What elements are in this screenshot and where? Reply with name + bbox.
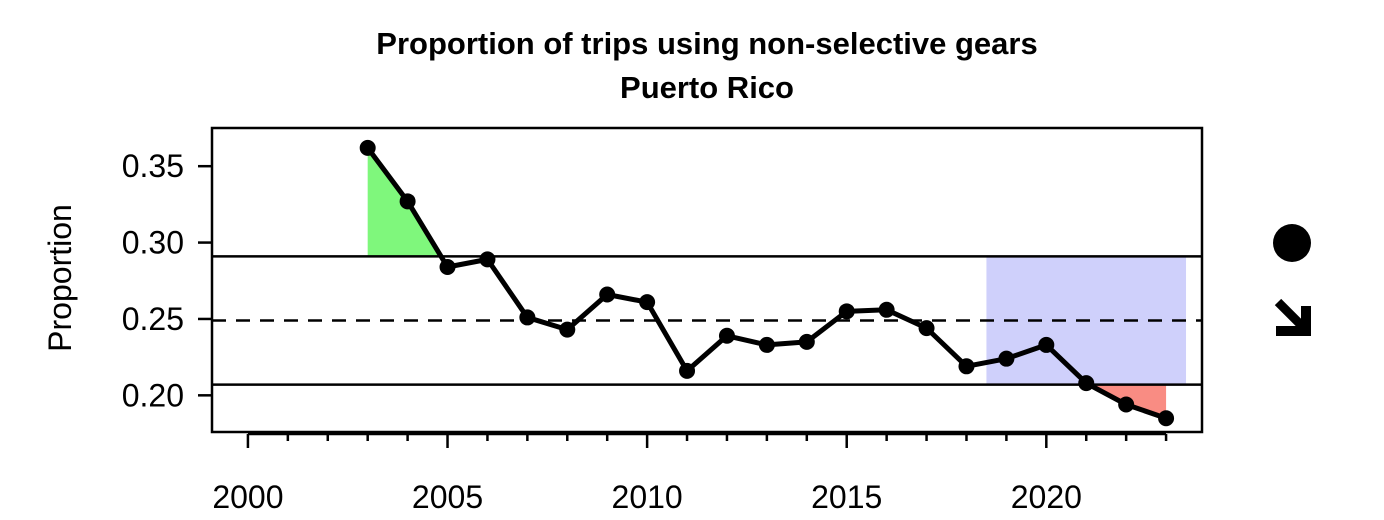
y-axis-label: Proportion <box>42 204 78 352</box>
data-point <box>559 321 576 338</box>
axes-layer: 2000 2005 2010 2015 2020 0.20 0.25 0.30 0.35 <box>122 148 1168 515</box>
x-tick-label: 2020 <box>1011 479 1082 515</box>
data-point <box>718 327 735 344</box>
y-tick-label: 0.25 <box>122 301 184 337</box>
chart-subtitle: Puerto Rico <box>620 70 794 105</box>
reference-lines-layer <box>212 255 1202 386</box>
data-point <box>1038 336 1055 353</box>
x-tick-label: 2015 <box>811 479 882 515</box>
data-point <box>679 362 696 379</box>
data-point <box>479 251 496 268</box>
x-tick-label: 2010 <box>612 479 683 515</box>
series-layer <box>359 139 1175 427</box>
data-point <box>519 309 536 326</box>
data-point <box>1118 396 1135 413</box>
plot-frame <box>210 126 1204 434</box>
data-point <box>838 303 855 320</box>
y-tick-label: 0.20 <box>122 377 184 413</box>
data-point <box>399 193 416 210</box>
data-point <box>998 350 1015 367</box>
data-point <box>1158 410 1175 427</box>
arrow-down-right-icon <box>1274 298 1311 336</box>
data-point <box>639 294 656 311</box>
arrow-head <box>1276 306 1311 336</box>
trend-indicators <box>1273 224 1311 336</box>
data-point <box>359 139 376 156</box>
x-tick-label: 2005 <box>412 479 483 515</box>
x-tick-label: 2000 <box>212 479 283 515</box>
data-point <box>958 358 975 375</box>
data-point <box>878 301 895 318</box>
circle-icon <box>1273 224 1311 262</box>
chart-title: Proportion of trips using non-selective … <box>376 26 1038 61</box>
data-point <box>798 333 815 350</box>
data-point <box>1078 375 1095 392</box>
y-tick-label: 0.35 <box>122 148 184 184</box>
data-point <box>918 320 935 337</box>
data-point <box>599 286 616 303</box>
data-point <box>439 259 456 276</box>
data-point <box>758 336 775 353</box>
arrow-shaft <box>1274 298 1308 332</box>
y-tick-label: 0.30 <box>122 225 184 261</box>
